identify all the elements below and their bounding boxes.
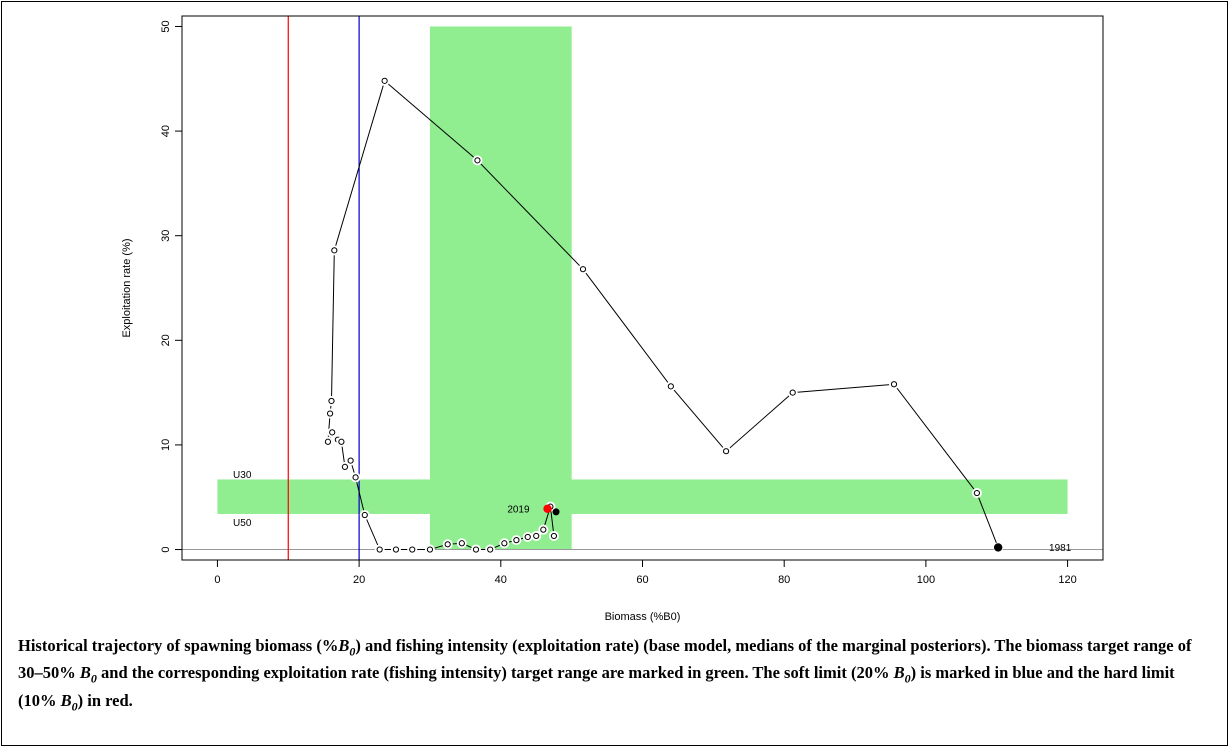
caption-text: ) is marked in blue and the hard limit (… bbox=[18, 663, 1175, 710]
plot-box bbox=[181, 15, 1104, 561]
y-tick-label: 30 bbox=[160, 230, 172, 242]
caption-text: 0 bbox=[904, 671, 911, 686]
x-tick-label: 80 bbox=[778, 574, 790, 586]
caption-text: 0 bbox=[71, 698, 78, 713]
data-point bbox=[381, 77, 388, 84]
data-point bbox=[789, 389, 796, 396]
x-tick-label: 100 bbox=[917, 574, 935, 586]
trajectory-series: 2019 1981 bbox=[322, 75, 1072, 555]
chart-labels: Biomass (%B0) Exploitation rate (%) U30 U… bbox=[121, 238, 680, 623]
highlight-label: 2019 bbox=[507, 504, 530, 515]
biomass-target-band bbox=[429, 26, 572, 550]
data-point bbox=[513, 537, 520, 544]
data-point bbox=[973, 489, 980, 497]
x-tick-label: 20 bbox=[353, 574, 365, 586]
data-point bbox=[331, 247, 338, 254]
data-point bbox=[338, 438, 345, 445]
reference-lines bbox=[182, 16, 1103, 560]
x-tick-label: 0 bbox=[214, 574, 220, 586]
caption-text: ) in red. bbox=[77, 690, 133, 710]
data-point bbox=[667, 383, 674, 390]
caption-text: 0 bbox=[90, 671, 97, 686]
data-point bbox=[890, 381, 898, 388]
data-point bbox=[444, 541, 451, 548]
data-point bbox=[474, 157, 481, 164]
data-point bbox=[392, 546, 400, 553]
range-annotation: U30 bbox=[233, 470, 252, 481]
axes: 0 20 40 60 80 100 120 0 10 20 30 40 50 bbox=[160, 15, 1104, 586]
data-point bbox=[487, 546, 494, 553]
y-tick-label: 10 bbox=[160, 439, 172, 451]
data-point bbox=[426, 546, 434, 553]
caption-text: 0 bbox=[349, 644, 356, 659]
data-point bbox=[472, 546, 480, 553]
chart: 0 20 40 60 80 100 120 0 10 20 30 40 50 2019 1981 Biom… bbox=[121, 15, 1104, 623]
highlight-label: 1981 bbox=[1049, 543, 1072, 554]
x-axis-title: Biomass (%B0) bbox=[605, 611, 681, 623]
data-point bbox=[376, 546, 383, 553]
data-point bbox=[361, 511, 368, 519]
x-tick-label: 120 bbox=[1058, 574, 1076, 586]
x-tick-label: 40 bbox=[495, 574, 507, 586]
y-tick-label: 40 bbox=[160, 125, 172, 137]
caption-text: Historical trajectory of spawning biomas… bbox=[18, 636, 339, 655]
data-point bbox=[324, 438, 332, 445]
caption-text: and the corresponding exploitation rate … bbox=[96, 663, 894, 683]
data-point bbox=[409, 546, 416, 553]
caption-text: B bbox=[79, 663, 91, 683]
data-point bbox=[540, 526, 547, 533]
exploitation-target-band bbox=[217, 479, 1068, 514]
highlight-point bbox=[993, 543, 1003, 552]
caption-text: ) and fishing intensity (exploitation ra… bbox=[18, 636, 1192, 683]
data-point bbox=[458, 540, 465, 547]
caption-text: B bbox=[893, 663, 905, 683]
y-tick-label: 0 bbox=[160, 546, 172, 552]
data-point bbox=[550, 532, 558, 540]
x-tick-label: 60 bbox=[636, 574, 648, 586]
figure-caption: Historical trajectory of spawning biomas… bbox=[18, 635, 1213, 717]
range-annotation: U50 bbox=[233, 518, 252, 529]
data-point bbox=[347, 457, 354, 464]
caption-text: B bbox=[60, 690, 72, 710]
end-point-black bbox=[552, 508, 560, 516]
y-axis-title: Exploitation rate (%) bbox=[121, 238, 133, 337]
data-point bbox=[524, 533, 531, 541]
data-point bbox=[722, 448, 730, 455]
data-point bbox=[326, 410, 334, 417]
data-point bbox=[328, 397, 335, 405]
data-point bbox=[579, 266, 587, 273]
data-point bbox=[533, 532, 540, 540]
y-tick-label: 50 bbox=[160, 20, 172, 32]
data-point bbox=[341, 463, 349, 470]
trajectory-line bbox=[327, 79, 999, 551]
caption-text: B bbox=[338, 636, 350, 655]
data-point bbox=[501, 540, 508, 547]
data-point bbox=[352, 474, 359, 481]
data-point bbox=[329, 429, 336, 436]
y-tick-label: 20 bbox=[160, 334, 172, 346]
highlight-point bbox=[543, 504, 552, 513]
